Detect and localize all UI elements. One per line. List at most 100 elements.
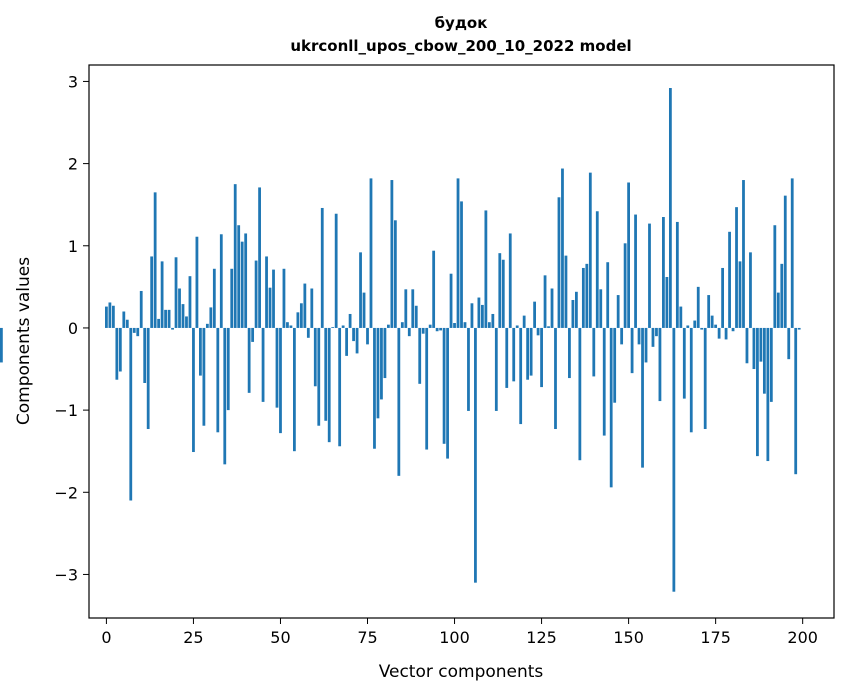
bar-component-154 bbox=[641, 327, 644, 468]
bar-component-91 bbox=[421, 327, 425, 334]
bar-component-7 bbox=[129, 327, 133, 501]
bar-component-164 bbox=[675, 221, 679, 328]
bar-component-150 bbox=[627, 182, 630, 328]
bar-component-93 bbox=[428, 324, 432, 328]
x-tick-label: 75 bbox=[357, 628, 377, 647]
bar-component-6 bbox=[125, 319, 129, 328]
bar-component-97 bbox=[442, 327, 446, 444]
bar-component-30 bbox=[209, 307, 213, 328]
bar-component-90 bbox=[418, 327, 422, 384]
bar-component-184 bbox=[745, 327, 749, 364]
bar-component-180 bbox=[731, 327, 735, 332]
bar-component-170 bbox=[696, 286, 700, 328]
bar-component-175 bbox=[714, 324, 718, 328]
bar-component-166 bbox=[682, 327, 686, 399]
bar-component-85 bbox=[400, 322, 404, 328]
bar-component-87 bbox=[407, 327, 411, 337]
bar-component-101 bbox=[456, 178, 460, 328]
bar-component-40 bbox=[244, 233, 248, 328]
bar-component-182 bbox=[738, 261, 742, 328]
x-tick-label: 0 bbox=[101, 628, 111, 647]
bar-component-17 bbox=[164, 309, 167, 328]
bar-component-22 bbox=[181, 304, 185, 328]
bar-component-130 bbox=[557, 197, 561, 328]
bar-component-156 bbox=[648, 223, 651, 328]
bar-component-96 bbox=[439, 327, 443, 331]
bar-component-151 bbox=[630, 327, 634, 374]
bar-component-45 bbox=[261, 327, 265, 402]
bar-component-58 bbox=[306, 327, 310, 338]
bar-component-163 bbox=[672, 327, 676, 592]
bar-component-177 bbox=[721, 267, 724, 328]
bar-component-142 bbox=[599, 289, 603, 328]
bar-component-153 bbox=[637, 327, 641, 345]
bar-component-26 bbox=[195, 236, 199, 328]
bar-component-11 bbox=[143, 327, 147, 383]
bar-component-152 bbox=[634, 214, 637, 328]
bar-component-60 bbox=[313, 327, 317, 387]
bar-component-16 bbox=[160, 261, 164, 328]
bar-component-161 bbox=[665, 277, 669, 328]
bar-component-72 bbox=[355, 327, 359, 354]
bar-component-114 bbox=[501, 259, 505, 328]
y-tick-label: −3 bbox=[54, 565, 78, 584]
bar-component-124 bbox=[536, 327, 540, 336]
x-axis-label: Vector components bbox=[379, 662, 544, 682]
bar-component-158 bbox=[655, 327, 658, 337]
bar-component-168 bbox=[689, 327, 693, 433]
bar-component-42 bbox=[251, 327, 255, 342]
bar-component-29 bbox=[205, 323, 209, 328]
bar-component-191 bbox=[769, 327, 773, 402]
bar-component-165 bbox=[679, 306, 683, 328]
bar-component-176 bbox=[717, 327, 721, 339]
y-axis-label: Components values bbox=[14, 257, 34, 425]
bar-component-102 bbox=[460, 201, 463, 328]
bar-component-143 bbox=[602, 327, 606, 436]
bar-component-129 bbox=[554, 327, 557, 430]
bar-component-33 bbox=[219, 234, 223, 328]
bar-component-66 bbox=[334, 213, 338, 328]
bar-component-99 bbox=[449, 273, 453, 328]
bar-component-43 bbox=[254, 260, 258, 328]
bar-component-196 bbox=[787, 327, 791, 360]
bar-component-145 bbox=[609, 327, 613, 488]
bar-component-88 bbox=[411, 289, 415, 328]
bar-component-25 bbox=[192, 327, 195, 453]
chart-title-line-1: будок bbox=[435, 14, 488, 32]
bar-component-100 bbox=[453, 323, 456, 328]
bar-component-49 bbox=[275, 327, 279, 408]
bar-component-5 bbox=[122, 311, 126, 328]
bar-component-198 bbox=[794, 327, 798, 475]
bar-component-186 bbox=[752, 327, 756, 370]
bar-component-159 bbox=[658, 327, 662, 402]
bar-component-179 bbox=[728, 231, 731, 328]
bar-component-157 bbox=[651, 327, 655, 347]
bar-component-12 bbox=[146, 327, 150, 430]
bar-component-95 bbox=[435, 327, 439, 332]
bar-component-113 bbox=[498, 253, 502, 328]
bar-component-98 bbox=[446, 327, 449, 459]
bar-component-61 bbox=[317, 327, 321, 426]
bar-component-73 bbox=[359, 252, 362, 328]
bar-component-undefined bbox=[0, 327, 3, 363]
x-tick-label: 150 bbox=[613, 628, 644, 647]
bar-component-134 bbox=[571, 300, 575, 328]
bar-component-192 bbox=[773, 225, 777, 328]
x-tick-label: 100 bbox=[439, 628, 470, 647]
bar-component-77 bbox=[373, 327, 376, 449]
bar-component-118 bbox=[515, 325, 519, 328]
bar-component-37 bbox=[233, 184, 237, 328]
bar-component-28 bbox=[202, 327, 206, 426]
bar-component-54 bbox=[293, 327, 296, 452]
bar-component-75 bbox=[366, 327, 369, 345]
bar-component-52 bbox=[286, 322, 289, 328]
bar-component-68 bbox=[341, 325, 345, 328]
bar-component-178 bbox=[724, 327, 728, 340]
bar-component-120 bbox=[522, 315, 526, 328]
bar-component-19 bbox=[171, 327, 174, 330]
bar-component-121 bbox=[526, 327, 530, 380]
bar-component-41 bbox=[247, 327, 251, 393]
bar-component-21 bbox=[178, 288, 181, 328]
